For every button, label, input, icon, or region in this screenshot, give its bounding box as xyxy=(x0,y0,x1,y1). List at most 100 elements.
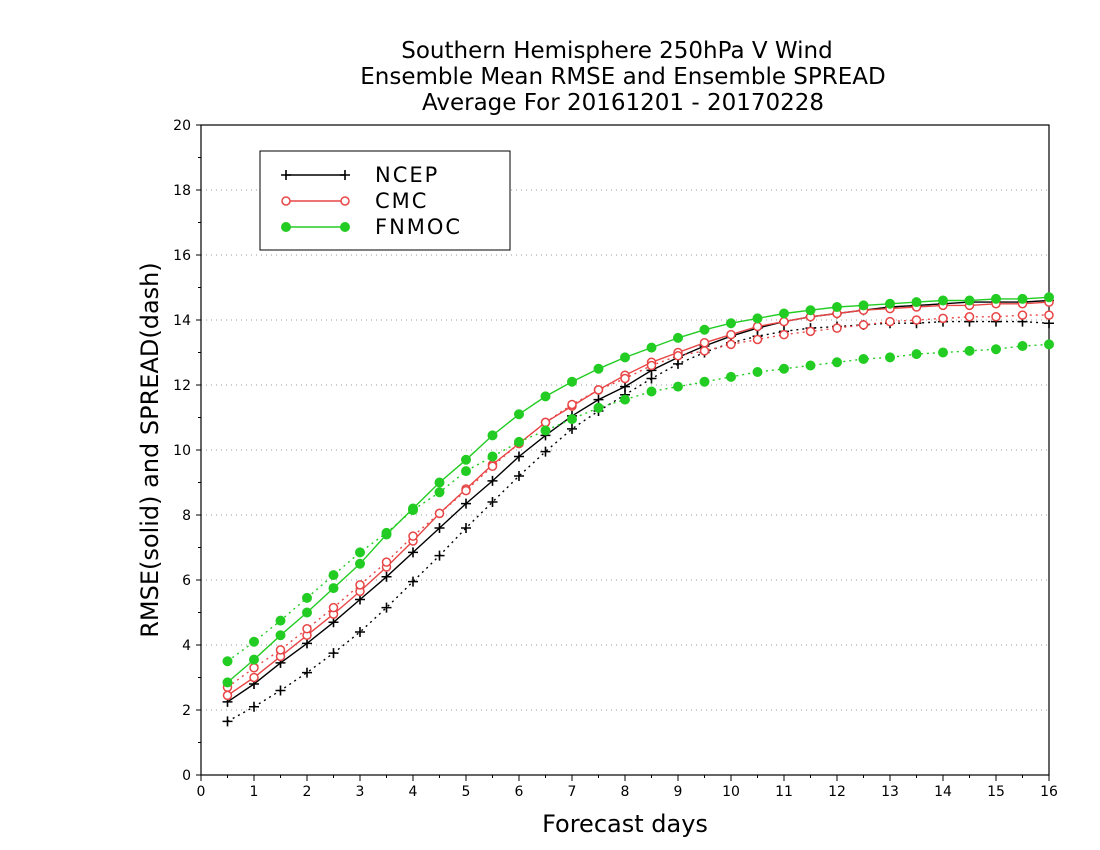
fnmoc-spread-line xyxy=(227,343,1050,662)
fnmoc-spread-point xyxy=(408,505,418,516)
legend-label-cmc: CMC xyxy=(375,189,428,213)
fnmoc-spread-point xyxy=(832,357,842,368)
series-cmc xyxy=(222,297,1054,701)
fnmoc-spread-point xyxy=(858,354,869,364)
fnmoc-spread-point xyxy=(540,425,551,436)
y-tick-label: 20 xyxy=(173,118,191,134)
ncep-rmse-point xyxy=(434,523,445,533)
legend: NCEP CMC FNMOC xyxy=(259,150,511,251)
fnmoc-rmse-point xyxy=(911,297,922,308)
x-tick-label: 11 xyxy=(775,784,793,800)
x-tick-label: 13 xyxy=(881,784,899,800)
legend-sample-fnmoc xyxy=(281,222,350,232)
ncep-rmse-point xyxy=(302,638,312,649)
cmc-rmse-point xyxy=(249,672,259,683)
fnmoc-spread-point xyxy=(567,414,577,425)
cmc-spread-point xyxy=(726,339,736,350)
fnmoc-spread-point xyxy=(752,367,763,377)
ncep-spread-point xyxy=(222,716,233,727)
cmc-spread-point xyxy=(805,326,816,337)
fnmoc-rmse-point xyxy=(487,430,498,441)
y-tick-label: 4 xyxy=(182,638,191,654)
fnmoc-spread-point xyxy=(275,615,286,626)
fnmoc-spread-point xyxy=(381,527,392,538)
fnmoc-spread-point xyxy=(779,363,789,374)
ncep-rmse-line xyxy=(227,299,1050,703)
y-tick-label: 18 xyxy=(173,183,191,199)
fnmoc-spread-point xyxy=(991,344,1001,355)
cmc-spread-point xyxy=(328,602,339,613)
cmc-spread-point xyxy=(275,645,286,655)
series-ncep xyxy=(222,295,1054,727)
fnmoc-rmse-point xyxy=(938,295,948,306)
cmc-rmse-point xyxy=(779,316,789,327)
cmc-spread-point xyxy=(646,360,657,371)
fnmoc-rmse-point xyxy=(328,583,339,594)
y-tick-label: 10 xyxy=(173,443,191,459)
ncep-spread-point xyxy=(355,627,365,637)
cmc-rmse-point xyxy=(222,690,233,701)
plot-frame xyxy=(200,124,1050,776)
series-fnmoc xyxy=(222,292,1054,688)
y-tick-label: 6 xyxy=(182,573,191,589)
fnmoc-rmse-point xyxy=(673,332,683,343)
fnmoc-spread-point xyxy=(620,394,630,405)
legend-sample-cmc xyxy=(281,196,350,206)
fnmoc-rmse-point xyxy=(699,324,710,335)
ncep-spread-point xyxy=(673,358,683,369)
y-tick-label: 8 xyxy=(182,508,191,524)
ncep-spread-point xyxy=(434,550,445,561)
y-axis-label: RMSE(solid) and SPREAD(dash) xyxy=(136,262,164,638)
fnmoc-spread-point xyxy=(911,349,922,360)
fnmoc-rmse-point xyxy=(726,318,736,329)
cmc-spread-point xyxy=(964,312,975,322)
y-tick-label: 0 xyxy=(182,768,191,784)
cmc-spread-point xyxy=(620,373,630,384)
legend-marker-cmc xyxy=(340,196,350,206)
fnmoc-spread-point xyxy=(461,466,471,477)
ncep-spread-point xyxy=(487,497,498,507)
x-tick-label: 15 xyxy=(987,784,1005,800)
fnmoc-spread-point xyxy=(593,402,604,413)
cmc-spread-point xyxy=(567,399,577,410)
fnmoc-rmse-point xyxy=(752,313,763,324)
x-tick-label: 12 xyxy=(828,784,846,800)
fnmoc-spread-point xyxy=(885,352,895,363)
fnmoc-rmse-point xyxy=(1044,292,1054,303)
ncep-spread-point xyxy=(514,471,524,481)
fnmoc-spread-point xyxy=(1017,341,1028,351)
fnmoc-spread-point xyxy=(726,371,736,382)
fnmoc-rmse-point xyxy=(832,302,842,312)
fnmoc-spread-point xyxy=(964,345,975,356)
fnmoc-spread-point xyxy=(222,656,233,667)
fnmoc-spread-point xyxy=(487,451,498,462)
cmc-spread-point xyxy=(832,323,842,333)
fnmoc-spread-point xyxy=(302,592,312,603)
x-tick-label: 7 xyxy=(568,784,577,800)
x-tick-label: 0 xyxy=(197,784,206,800)
fnmoc-rmse-point xyxy=(991,293,1001,304)
ncep-rmse-point xyxy=(461,498,471,509)
legend-label-ncep: NCEP xyxy=(375,163,439,187)
cmc-spread-point xyxy=(673,351,683,361)
cmc-rmse-point xyxy=(699,338,710,348)
x-tick-label: 3 xyxy=(356,784,365,800)
cmc-spread-point xyxy=(355,580,365,590)
chart-title-line-3: Average For 20161201 - 20170228 xyxy=(422,90,824,116)
cmc-spread-point xyxy=(1017,310,1028,320)
x-tick-label: 6 xyxy=(515,784,524,800)
legend-marker-ncep xyxy=(340,170,350,180)
ncep-spread-point xyxy=(540,446,551,457)
ncep-spread-point xyxy=(1044,318,1054,329)
ncep-rmse-point xyxy=(408,547,418,558)
fnmoc-rmse-point xyxy=(593,363,604,374)
fnmoc-rmse-point xyxy=(249,654,259,665)
legend-marker-cmc xyxy=(281,196,291,206)
cmc-spread-point xyxy=(938,313,948,324)
ncep-rmse-point xyxy=(514,451,524,462)
cmc-spread-point xyxy=(408,531,418,541)
fnmoc-rmse-point xyxy=(779,308,789,319)
fnmoc-rmse-point xyxy=(302,607,312,618)
cmc-rmse-line xyxy=(227,301,1050,696)
chart-title-line-1: Southern Hemisphere 250hPa V Wind xyxy=(401,38,832,64)
